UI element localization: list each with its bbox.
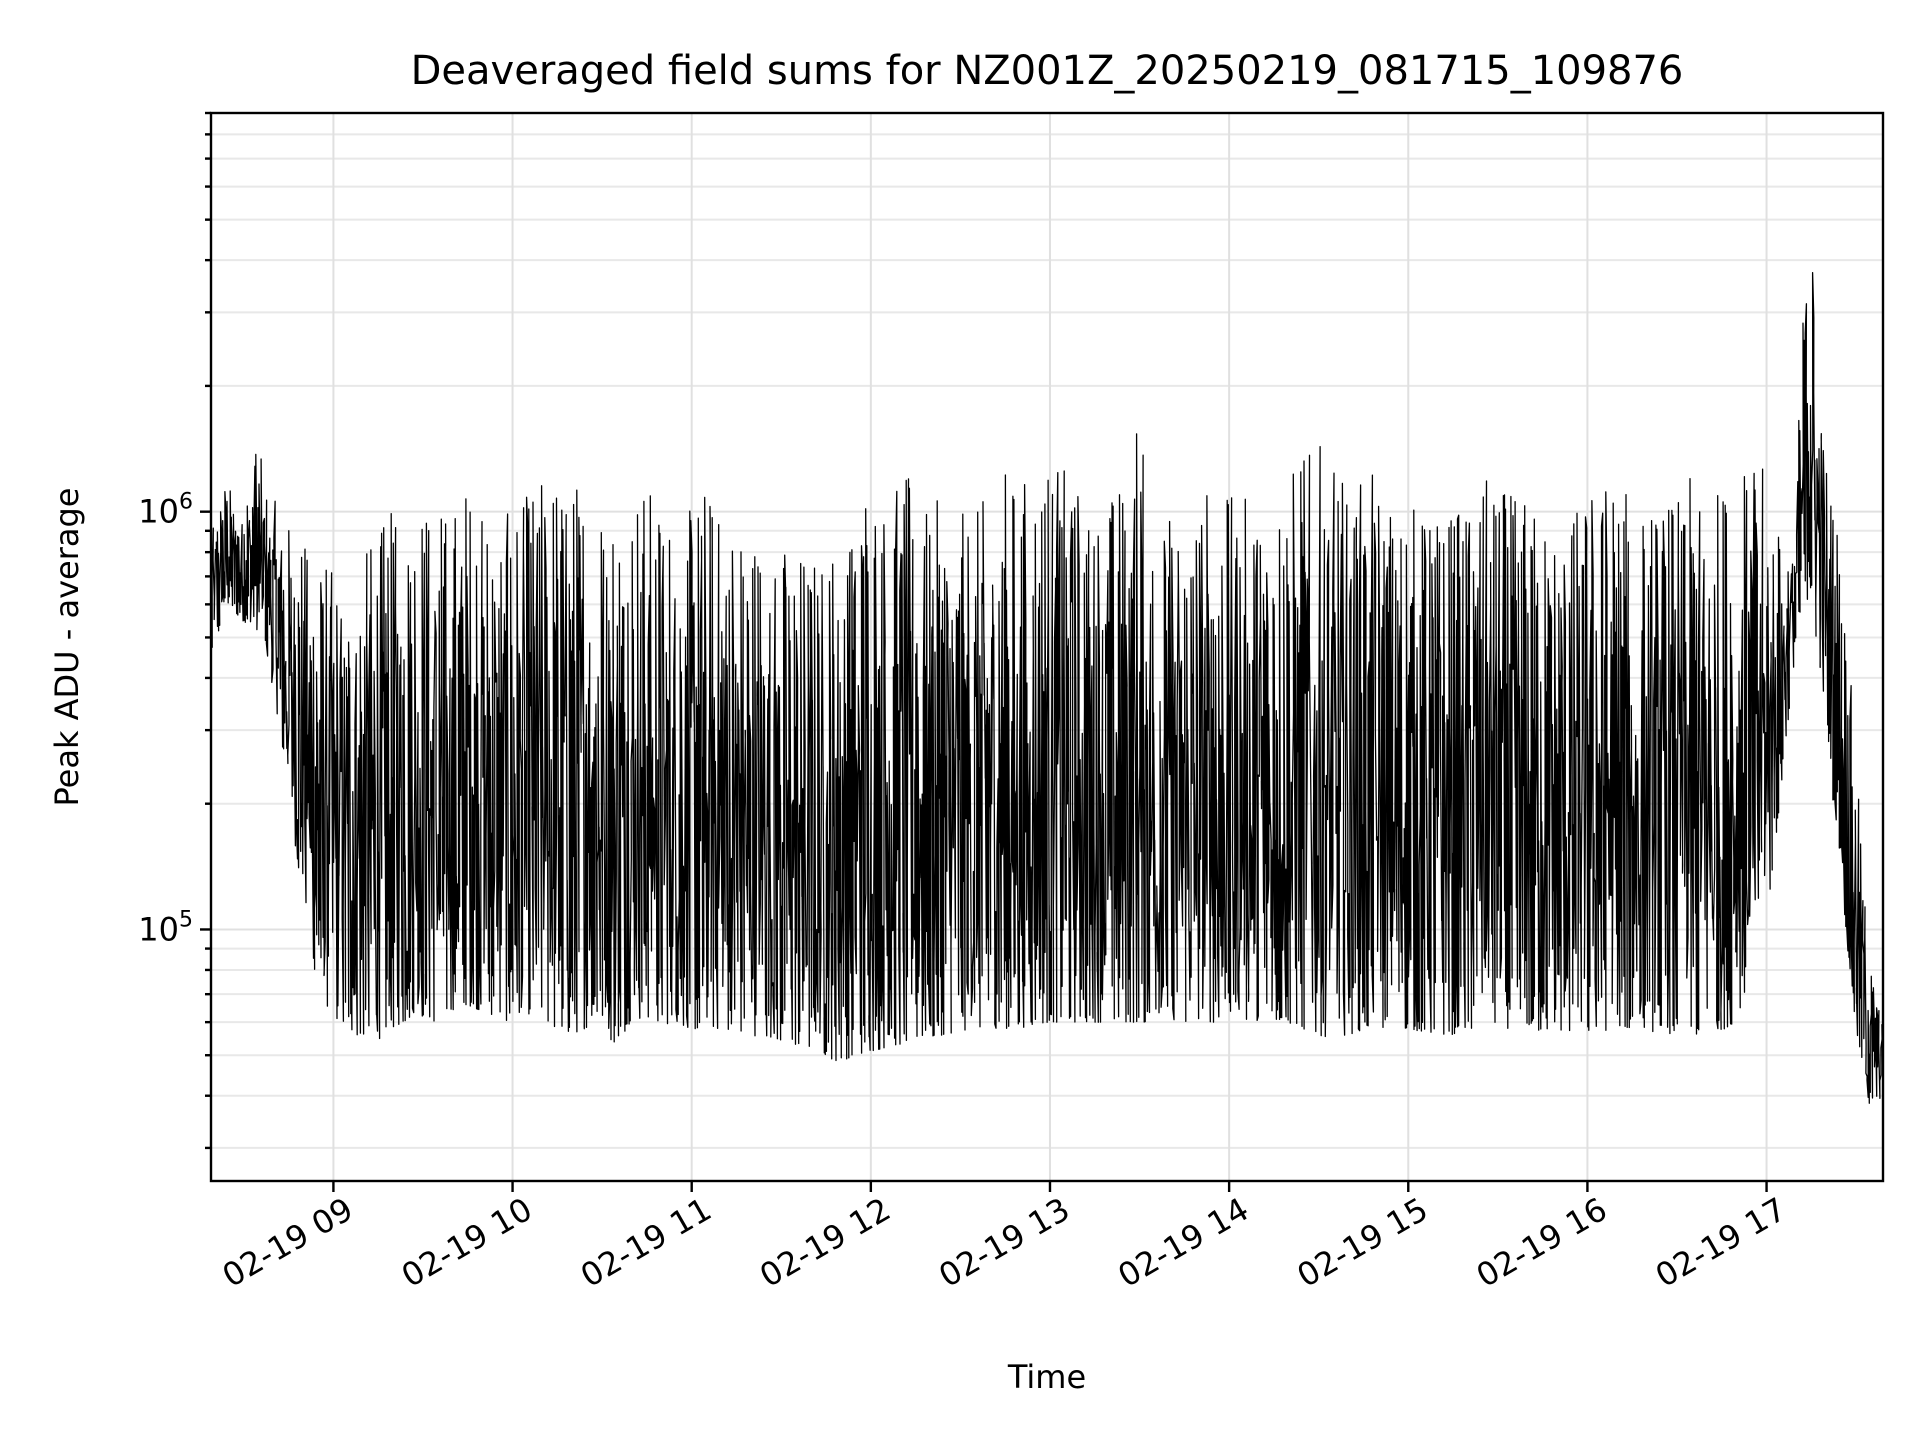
x-tick-label: 02-19 09 [216,1190,360,1295]
x-tick-label: 02-19 14 [1112,1190,1256,1295]
x-tick-label: 02-19 11 [574,1190,718,1295]
x-tick-label: 02-19 17 [1649,1190,1793,1295]
series-line [210,272,1884,1104]
x-tick-label: 02-19 16 [1470,1190,1614,1295]
series-layer [210,272,1884,1104]
y-axis: 105 106 [138,111,211,1150]
x-axis-label: Time [1007,1358,1086,1396]
chart-title: Deaveraged field sums for NZ001Z_2025021… [411,48,1684,94]
y-tick-label: 106 [138,490,193,531]
x-tick-label: 02-19 10 [395,1190,539,1295]
x-tick-label: 02-19 12 [753,1190,897,1295]
x-tick-label: 02-19 15 [1291,1190,1435,1295]
y-tick-label: 105 [138,907,193,948]
x-axis: 02-19 09 02-19 10 02-19 11 02-19 12 02-19 13… [216,1181,1793,1295]
x-tick-label: 02-19 13 [932,1190,1076,1295]
plot-frame [209,111,1885,1183]
y-axis-label: Peak ADU - average [48,488,86,807]
